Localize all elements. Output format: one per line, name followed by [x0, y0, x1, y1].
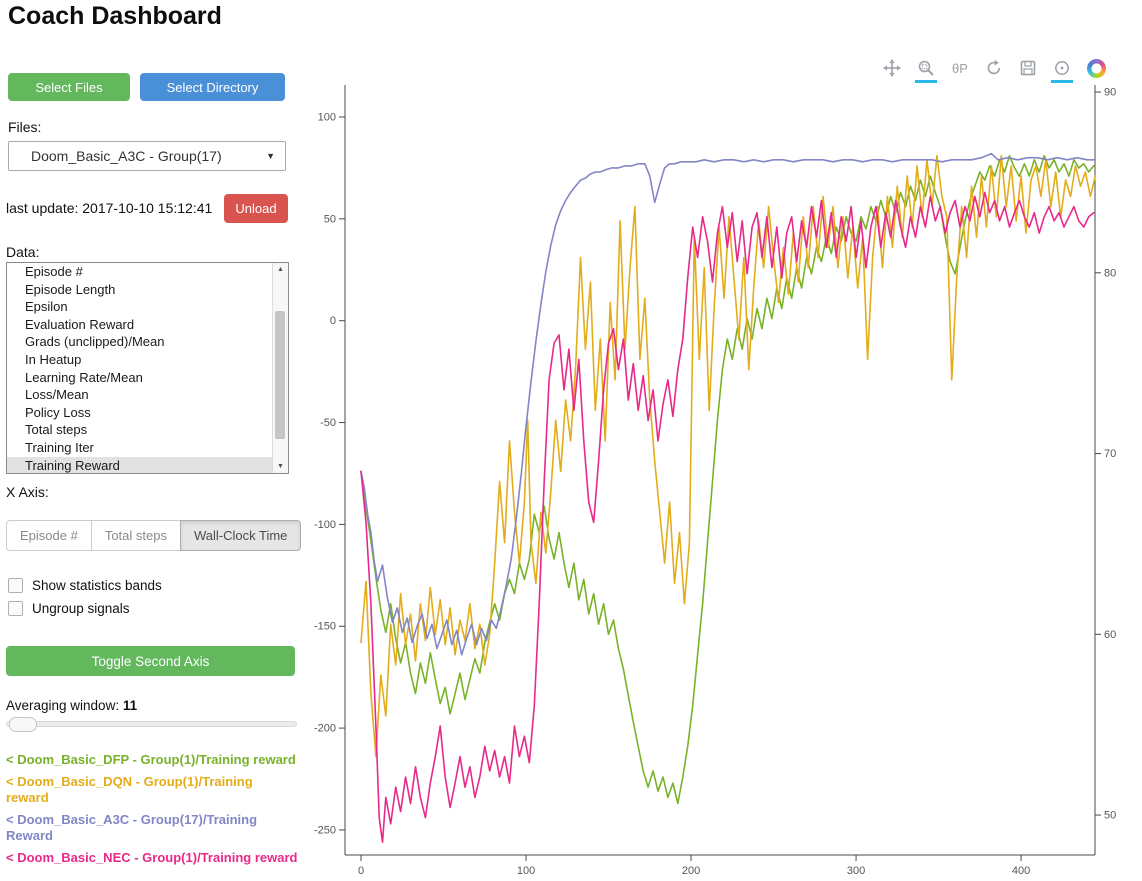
data-list-item[interactable]: Policy Loss: [25, 404, 91, 420]
scroll-up-icon[interactable]: ▲: [277, 266, 284, 273]
chart-legend: < Doom_Basic_DFP - Group(1)/Training rew…: [6, 752, 298, 872]
data-list-item[interactable]: Learning Rate/Mean: [25, 369, 143, 385]
slider-handle[interactable]: [9, 717, 37, 732]
right-axis-tick-label: 90: [1104, 87, 1116, 99]
right-axis-tick-label: 60: [1104, 629, 1116, 641]
box-zoom-icon[interactable]: [915, 58, 937, 83]
x-axis-tick-label: 100: [517, 865, 535, 877]
right-axis-tick-label: 50: [1104, 810, 1116, 822]
series-line-dqn: [360, 154, 1097, 758]
x-axis-option-episode-[interactable]: Episode #: [6, 520, 92, 551]
save-icon[interactable]: [1018, 58, 1038, 78]
series-line-a3c: [360, 152, 1097, 656]
right-axis-tick-label: 70: [1104, 448, 1116, 460]
averaging-window-text: Averaging window:: [6, 698, 120, 713]
data-list-item[interactable]: Episode #: [25, 264, 83, 279]
left-axis-tick-label: -250: [314, 824, 336, 836]
data-list-item[interactable]: Loss/Mean: [25, 387, 89, 403]
averaging-window-value: 11: [122, 698, 138, 713]
data-label: Data:: [6, 244, 40, 260]
wheel-zoom-glyph: θP: [952, 60, 968, 76]
x-axis-tick-label: 300: [847, 865, 865, 877]
data-list-item[interactable]: Training Reward: [7, 456, 272, 473]
scroll-down-icon[interactable]: ▼: [277, 463, 284, 470]
checkbox-icon[interactable]: [8, 577, 23, 593]
checkbox-label: Show statistics bands: [32, 577, 162, 593]
wheel-zoom-icon[interactable]: θP: [950, 58, 970, 78]
left-axis-tick-label: 50: [324, 213, 336, 225]
toggle-second-axis-button[interactable]: Toggle Second Axis: [6, 646, 295, 676]
right-axis-tick-label: 80: [1104, 267, 1116, 279]
data-list-item[interactable]: Epsilon: [25, 299, 68, 315]
data-list-item[interactable]: Training Iter: [25, 439, 94, 455]
left-axis-tick-label: -200: [314, 723, 336, 735]
left-axis-tick-label: 0: [330, 315, 336, 327]
checkbox-row[interactable]: Ungroup signals: [8, 599, 130, 617]
x-axis-tick-label: 0: [358, 865, 364, 877]
reset-icon[interactable]: [984, 58, 1004, 78]
left-axis-tick-label: -150: [314, 621, 336, 633]
bokeh-logo-icon[interactable]: [1086, 58, 1106, 78]
active-tool-underline: [915, 80, 937, 83]
bokeh-logo: [1086, 58, 1106, 78]
data-list-item[interactable]: In Heatup: [25, 351, 82, 367]
left-axis-tick-label: -50: [320, 417, 336, 429]
left-axis-tick-label: -100: [314, 519, 336, 531]
select-directory-button[interactable]: Select Directory: [140, 73, 285, 101]
data-list-item[interactable]: Total steps: [25, 422, 88, 438]
x-axis-tick-label: 400: [1012, 865, 1030, 877]
x-axis-option-wall-clock-time[interactable]: Wall-Clock Time: [179, 520, 302, 551]
data-list-item[interactable]: Grads (unclipped)/Mean: [25, 334, 165, 350]
data-list-item[interactable]: Evaluation Reward: [25, 316, 135, 332]
chevron-down-icon: ▼: [266, 151, 275, 161]
data-listbox[interactable]: Episode # Episode Length Epsilon Evaluation…: [6, 262, 289, 474]
x-axis-tick-label: 200: [682, 865, 700, 877]
checkbox-icon[interactable]: [8, 600, 23, 616]
checkbox-label: Ungroup signals: [32, 600, 130, 616]
plot-canvas[interactable]: 100 50 0 -50 -100 -150 -200 -250 90 80 70 60 50 0 100 2…: [300, 50, 1142, 881]
data-listbox-items: Episode # Episode Length Epsilon Evaluation…: [7, 263, 272, 473]
last-update-text: last update: 2017-10-10 15:12:41: [6, 200, 213, 216]
legend-item[interactable]: < Doom_Basic_NEC - Group(1)/Training rew…: [6, 850, 298, 865]
left-axis-tick-label: 100: [318, 111, 336, 123]
chart-area: θP: [300, 50, 1142, 881]
select-files-button[interactable]: Select Files: [8, 73, 130, 101]
x-axis-label: X Axis:: [6, 484, 49, 500]
data-list-item[interactable]: Episode Length: [25, 281, 116, 297]
averaging-window-label: Averaging window: 11: [6, 698, 137, 713]
x-axis-button-group: Episode # Total steps Wall-Clock Time: [6, 520, 302, 551]
data-listbox-scrollbar[interactable]: ▲ ▼: [272, 263, 288, 473]
legend-item[interactable]: < Doom_Basic_DFP - Group(1)/Training rew…: [6, 752, 296, 767]
hover-icon[interactable]: [1051, 58, 1073, 83]
plot-toolbar: θP: [882, 58, 1106, 83]
legend-item[interactable]: < Doom_Basic_A3C - Group(17)/Training Re…: [6, 812, 258, 843]
averaging-window-slider[interactable]: [6, 717, 297, 732]
files-select[interactable]: Doom_Basic_A3C - Group(17) ▼: [8, 141, 286, 171]
legend-item[interactable]: < Doom_Basic_DQN - Group(1)/Training rew…: [6, 774, 253, 805]
active-tool-underline: [1051, 80, 1073, 83]
series-line-nec: [360, 191, 1095, 844]
unload-button[interactable]: Unload: [224, 194, 288, 223]
files-select-value: Doom_Basic_A3C - Group(17): [31, 148, 222, 164]
pan-icon[interactable]: [882, 58, 902, 78]
scrollbar-thumb[interactable]: [275, 311, 285, 439]
page-title: Coach Dashboard: [8, 2, 222, 30]
checkbox-row[interactable]: Show statistics bands: [8, 576, 162, 594]
files-label: Files:: [8, 119, 42, 135]
x-axis-option-total-steps[interactable]: Total steps: [90, 520, 181, 551]
